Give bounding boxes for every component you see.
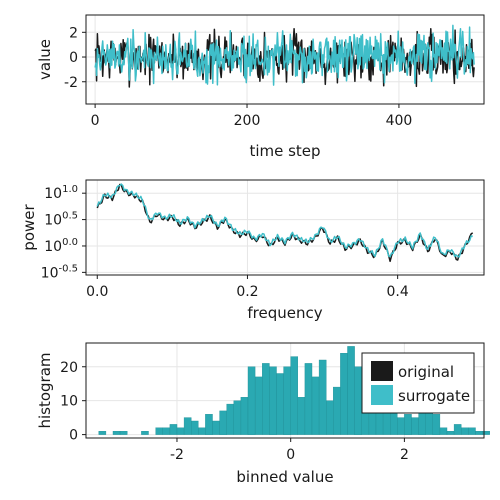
- x-tick-label: 0: [286, 447, 295, 463]
- histogram-bar: [290, 356, 299, 435]
- histogram-bar: [354, 366, 362, 435]
- histogram-bar: [205, 414, 213, 435]
- histogram-legend: original surrogate: [361, 352, 475, 414]
- histogram-x-label: binned value: [236, 468, 333, 486]
- histogram-bar: [468, 427, 476, 435]
- histogram-bar: [269, 366, 277, 435]
- histogram-bar: [226, 403, 234, 435]
- time-series-x-ticks: 0 200 400: [91, 104, 413, 129]
- histogram-bar: [212, 420, 220, 435]
- legend-swatch-original: [371, 361, 393, 381]
- y-tick-label: 100.0: [44, 237, 78, 255]
- x-tick-label: 200: [234, 113, 261, 129]
- histogram-x-ticks: -2 0 2: [170, 438, 409, 463]
- histogram-bar: [112, 431, 121, 435]
- histogram-bar: [318, 359, 327, 435]
- histogram-bar: [475, 431, 483, 435]
- x-tick-label: 0.4: [387, 284, 409, 300]
- histogram-panel: -2 0 2 0 10 20 binned value histogram origin…: [36, 342, 490, 486]
- power-spectrum-lines: [96, 183, 474, 263]
- legend-label-original: original: [398, 363, 454, 381]
- histogram-bar: [247, 366, 256, 435]
- histogram-bar: [404, 414, 412, 435]
- power-spectrum-x-ticks: 0.0 0.2 0.4: [86, 275, 409, 300]
- histogram-bar: [254, 376, 263, 435]
- histogram-bar: [297, 397, 306, 435]
- histogram-bar: [176, 427, 185, 435]
- histogram-bar: [283, 366, 291, 435]
- histogram-bar: [98, 431, 107, 435]
- y-tick-label: 0: [69, 428, 78, 444]
- histogram-y-label: histogram: [36, 352, 54, 428]
- y-tick-label: -2: [64, 75, 78, 91]
- histogram-bar: [119, 431, 128, 435]
- x-tick-label: 400: [386, 113, 413, 129]
- x-tick-label: 2: [400, 447, 409, 463]
- y-tick-label: 101.0: [44, 184, 78, 202]
- x-tick-label: 0.0: [86, 284, 108, 300]
- histogram-bar: [439, 427, 448, 435]
- power-spectrum-frame: [85, 179, 485, 276]
- y-tick-label: 0: [69, 50, 78, 66]
- histogram-bar: [262, 363, 270, 435]
- histogram-bar: [162, 427, 171, 435]
- power-spectrum-grid: [86, 180, 484, 275]
- histogram-bar: [276, 373, 284, 435]
- histogram-bar: [453, 424, 462, 435]
- series-line-original: [96, 183, 474, 263]
- time-series-x-label: time step: [249, 142, 320, 160]
- histogram-bar: [169, 424, 178, 435]
- time-series-lines: [94, 24, 475, 88]
- power-spectrum-x-label: frequency: [247, 304, 322, 322]
- power-spectrum-panel: 0.0 0.2 0.4 10-0.5 100.0 100.5 101.0 frequenc…: [20, 179, 485, 322]
- legend-label-surrogate: surrogate: [398, 387, 470, 405]
- legend-swatch-surrogate: [371, 385, 393, 405]
- y-tick-label: 20: [60, 360, 78, 376]
- histogram-bar: [446, 431, 455, 435]
- histogram-bar: [233, 400, 242, 435]
- histogram-bar: [304, 363, 313, 435]
- histogram-bar: [198, 427, 206, 435]
- histogram-frame: [85, 342, 485, 439]
- histogram-bar: [190, 420, 199, 435]
- histogram-y-ticks: 0 10 20: [60, 360, 86, 444]
- time-series-panel: 0 200 400 -2 0 2 time step value: [36, 14, 485, 160]
- series-line-surrogate: [94, 24, 475, 86]
- time-series-y-label: value: [36, 39, 54, 80]
- histogram-bar: [155, 427, 163, 435]
- time-series-y-ticks: -2 0 2: [64, 25, 86, 91]
- histogram-bars: [98, 346, 490, 435]
- histogram-bar: [340, 353, 348, 435]
- histogram-bar: [311, 376, 320, 435]
- histogram-bar: [411, 417, 419, 435]
- histogram-bar: [418, 410, 426, 435]
- power-spectrum-y-label: power: [20, 203, 38, 250]
- histogram-bar: [347, 346, 355, 435]
- histogram-bar: [219, 410, 227, 435]
- series-line-surrogate: [96, 183, 473, 258]
- histogram-bar: [397, 417, 405, 435]
- y-tick-label: 100.5: [44, 211, 78, 229]
- histogram-bar: [482, 431, 490, 435]
- x-tick-label: -2: [170, 447, 184, 463]
- histogram-bar: [461, 427, 469, 435]
- histogram-bar: [326, 400, 334, 435]
- histogram-bar: [183, 417, 192, 435]
- histogram-bar: [333, 386, 341, 435]
- x-tick-label: 0: [91, 113, 100, 129]
- time-series-frame: [85, 14, 485, 105]
- y-tick-label: 10: [60, 394, 78, 410]
- y-tick-label: 2: [69, 25, 78, 41]
- histogram-bar: [240, 397, 249, 435]
- x-tick-label: 0.2: [236, 284, 258, 300]
- power-spectrum-y-ticks: 10-0.5 100.0 100.5 101.0: [41, 184, 86, 281]
- histogram-bar: [432, 414, 441, 435]
- y-tick-label: 10-0.5: [41, 263, 78, 281]
- histogram-bar: [141, 431, 149, 435]
